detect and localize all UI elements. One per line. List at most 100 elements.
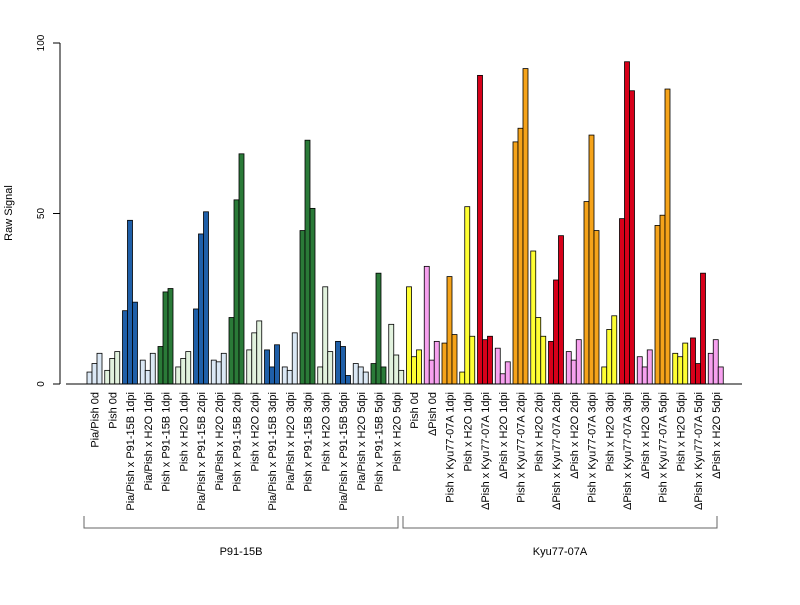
bar: [575, 339, 582, 385]
bar: [717, 366, 724, 385]
bar: [304, 139, 311, 385]
x-tick-label: Pish x P91-15B 3dpi: [303, 392, 315, 492]
group-brackets: P91-15B Kyu77-07A: [83, 516, 718, 558]
bar: [535, 317, 542, 385]
x-tick-label: Pish x Kyu77-07A 1dpi: [445, 392, 457, 503]
bar: [664, 88, 671, 385]
x-tick-label: ΔPish x Kyu77-07A 1dpi: [480, 392, 492, 510]
bar: [393, 354, 400, 385]
bar: [357, 366, 364, 385]
x-tick-label: Pia/Pish x P91-15B 3dpi: [267, 392, 279, 511]
bar: [215, 361, 222, 385]
x-tick-label: Pia/Pish x P91-15B 5dpi: [338, 392, 350, 511]
bar: [281, 366, 288, 385]
bar: [446, 276, 453, 385]
y-tick-label: 100: [36, 34, 47, 51]
x-tick-label: Pia/Pish x H2O 1dpi: [143, 392, 155, 490]
bar: [606, 329, 613, 385]
x-tick-label: Pish x P91-15B 1dpi: [161, 392, 173, 492]
y-tick-label: 50: [36, 208, 47, 220]
x-tick-label: ΔPish x Kyu77-07A 3dpi: [622, 392, 634, 510]
x-tick-label: Pish x H2O 2dpi: [533, 392, 545, 471]
bar: [411, 356, 417, 385]
bar: [659, 214, 666, 385]
x-tick-label: Pia/Pish 0d: [90, 392, 102, 448]
bar: [340, 346, 346, 385]
bar: [327, 351, 334, 385]
bar: [375, 272, 382, 385]
x-tick-label: Pish x H2O 5dpi: [675, 392, 687, 471]
bar: [139, 359, 146, 385]
bar: [441, 342, 448, 385]
bar: [193, 308, 199, 385]
bar: [210, 359, 217, 385]
bar: [406, 286, 412, 385]
bar: [619, 218, 625, 385]
bar: [167, 288, 174, 385]
x-tick-label: Pia/Pish x H2O 3dpi: [285, 392, 297, 490]
x-tick-label: Pish x H2O 3dpi: [320, 392, 332, 471]
bar: [558, 235, 564, 385]
bar: [629, 90, 635, 385]
bar: [624, 61, 630, 385]
bar: [672, 352, 679, 385]
bar: [335, 340, 341, 385]
bar: [274, 344, 280, 385]
bar: [512, 141, 519, 385]
bar: [677, 356, 684, 385]
bar: [256, 320, 263, 385]
bar: [299, 230, 306, 385]
bar: [198, 233, 204, 385]
bar: [482, 339, 488, 385]
bar: [203, 211, 209, 385]
bar: [180, 358, 187, 385]
bar: [593, 230, 600, 385]
bar: [690, 337, 696, 385]
group-bracket: [402, 516, 718, 529]
x-tick-label: Pish x H2O 2dpi: [249, 392, 261, 471]
bar: [251, 332, 258, 385]
bar: [291, 332, 298, 385]
bar: [499, 373, 506, 385]
bar: [149, 352, 156, 385]
bar: [345, 375, 351, 385]
bar: [682, 342, 689, 385]
bar: [700, 272, 706, 385]
x-tick-label: Pish x H2O 3dpi: [604, 392, 616, 471]
y-tick-label: 0: [36, 381, 47, 387]
bar: [286, 369, 293, 385]
x-tick-label: Pish x Kyu77-07A 5dpi: [658, 392, 670, 503]
bar: [264, 349, 270, 385]
x-tick-label: Pish x P91-15B 5dpi: [374, 392, 386, 492]
y-axis-label: Raw Signal: [3, 185, 15, 241]
bar: [540, 335, 547, 385]
bar: [517, 127, 524, 385]
bar: [144, 369, 151, 385]
x-tick-label: Pish x H2O 1dpi: [462, 392, 474, 471]
group-bracket: [83, 516, 399, 529]
bar: [322, 286, 329, 385]
bar: [228, 317, 235, 385]
bar: [238, 153, 245, 385]
x-tick-label: Pia/Pish x H2O 2dpi: [214, 392, 226, 490]
bar: [654, 225, 661, 385]
group-label: Kyu77-07A: [533, 546, 588, 558]
bar: [469, 335, 476, 385]
bar: [695, 363, 701, 385]
bar: [86, 371, 93, 385]
bar: [317, 366, 324, 385]
bar: [611, 315, 618, 385]
x-tick-label: Pia/Pish x P91-15B 2dpi: [196, 392, 208, 511]
bar: [641, 366, 648, 385]
x-tick-labels: Pia/Pish 0d Pish 0d Pia/Pish x P91-15B 1dp…: [90, 392, 723, 511]
bar: [588, 134, 595, 385]
bar: [522, 68, 529, 385]
bar: [309, 207, 316, 385]
x-tick-label: Pish 0d: [409, 392, 421, 429]
bar: [162, 291, 169, 385]
bar: [565, 351, 572, 385]
x-tick-label: Pish x Kyu77-07A 2dpi: [516, 392, 528, 503]
bar: [132, 301, 138, 385]
bar: [601, 366, 608, 385]
x-tick-label: ΔPish 0d: [427, 392, 439, 436]
